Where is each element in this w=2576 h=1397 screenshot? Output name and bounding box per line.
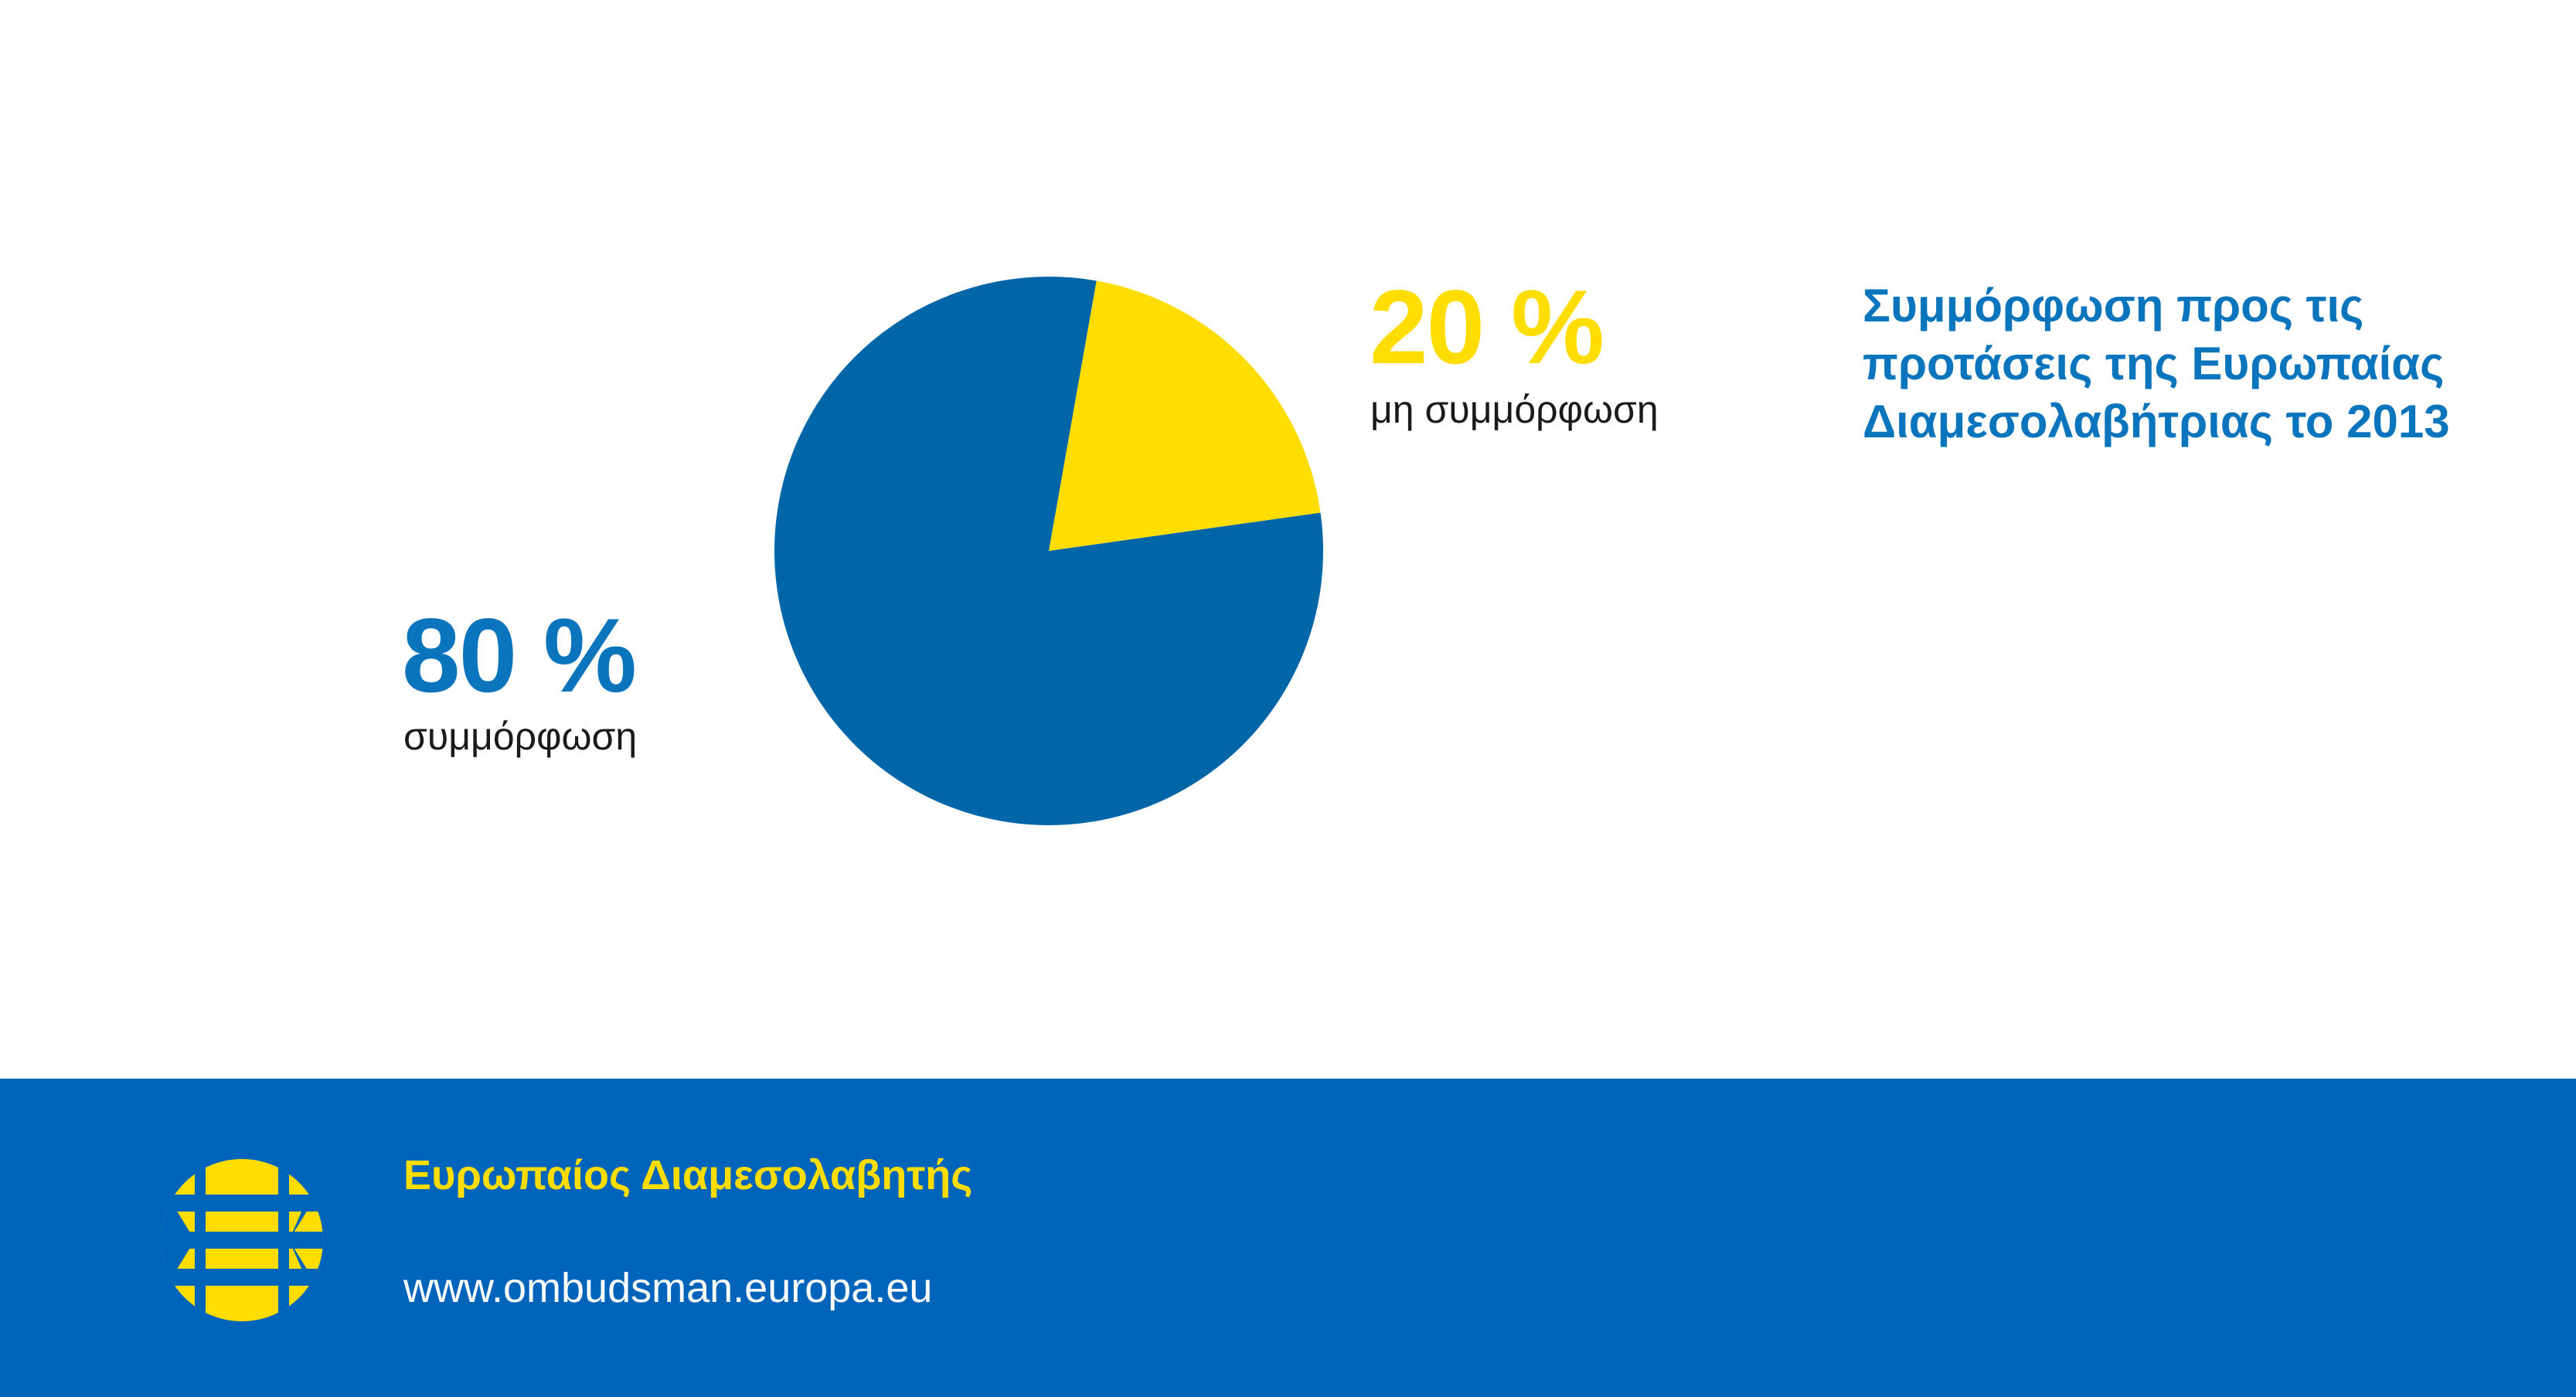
footer (0, 1079, 2576, 1397)
slice-label-non-compliance: μη συμμόρφωση (1370, 388, 1659, 431)
pie-chart (774, 277, 1323, 825)
pie-slice-compliance (774, 277, 1323, 825)
chart-title-line-1: Συμμόρφωση προς τις (1863, 280, 2364, 331)
chart-title-line-3: Διαμεσολαβήτριας το 2013 (1863, 396, 2450, 447)
organization-name: Ευρωπαίος Διαμεσολαβητής (403, 1152, 973, 1198)
pie-slice-non-compliance (1049, 280, 1321, 551)
chart-title-line-2: προτάσεις της Ευρωπαίας (1863, 338, 2445, 389)
slice-label-compliance-percent: 80 % (402, 597, 637, 714)
chart-area: 20 % μη συμμόρφωση 80 % συμμόρφωση Συμμό… (402, 268, 2543, 825)
european-ombudsman-logo-icon (161, 1159, 323, 1321)
chart-title: Συμμόρφωση προς τις προτάσεις της Ευρωπα… (1863, 277, 2543, 450)
slice-label-non-compliance-percent: 20 % (1370, 268, 1604, 386)
website-link[interactable]: www.ombudsman.europa.eu (403, 1265, 933, 1311)
slice-label-compliance: συμμόρφωση (403, 715, 638, 758)
